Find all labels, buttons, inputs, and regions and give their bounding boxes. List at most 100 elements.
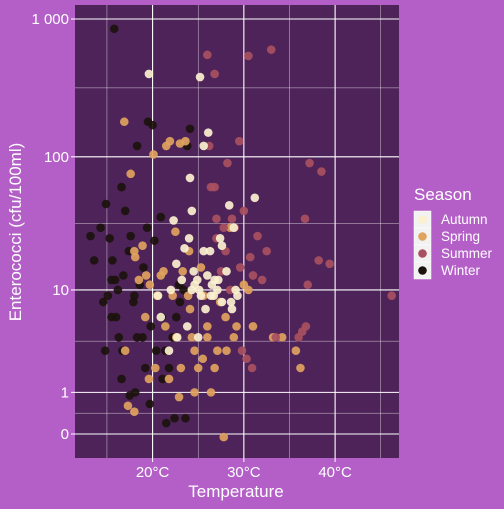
data-point xyxy=(123,401,133,411)
data-point xyxy=(227,304,237,314)
data-point xyxy=(144,69,154,79)
data-point xyxy=(181,136,190,146)
data-point xyxy=(109,24,119,34)
data-point xyxy=(180,244,189,253)
data-point xyxy=(296,363,305,373)
data-point xyxy=(175,297,185,307)
data-point xyxy=(193,333,203,342)
data-point xyxy=(223,158,232,168)
data-point xyxy=(184,233,194,243)
axes: 20°C 30°C 40°C 0 1 10 100 1 000 xyxy=(31,11,352,481)
data-point xyxy=(158,374,167,384)
y-axis-title: Enterococci (cfu/100ml) xyxy=(6,143,25,322)
series-winter xyxy=(86,24,195,428)
data-point xyxy=(107,312,116,322)
data-point xyxy=(181,413,190,423)
data-point xyxy=(215,233,225,243)
data-point xyxy=(210,363,219,373)
data-point xyxy=(217,297,227,307)
data-point xyxy=(195,72,205,82)
data-point xyxy=(143,117,153,127)
data-point xyxy=(303,280,313,290)
legend-label: Spring xyxy=(441,229,480,244)
data-point xyxy=(190,388,199,397)
data-point xyxy=(161,418,171,428)
data-point xyxy=(248,322,258,331)
data-point xyxy=(153,291,163,300)
plot-panel xyxy=(75,5,399,458)
data-point xyxy=(165,136,175,146)
data-point xyxy=(190,280,199,290)
data-point xyxy=(174,392,184,402)
data-point xyxy=(300,214,310,224)
data-point xyxy=(151,346,161,356)
y-tick-label: 1 xyxy=(61,384,69,401)
data-point xyxy=(226,297,236,307)
data-point xyxy=(161,322,170,331)
data-point xyxy=(205,246,215,256)
data-point xyxy=(108,256,117,265)
data-point xyxy=(166,285,176,295)
data-point xyxy=(219,223,229,233)
data-point xyxy=(232,322,241,331)
data-point xyxy=(229,223,239,233)
data-point xyxy=(149,150,158,159)
data-point xyxy=(189,267,198,276)
data-point xyxy=(277,333,287,342)
data-point xyxy=(130,407,139,416)
data-point xyxy=(146,322,156,331)
data-point xyxy=(242,354,251,364)
data-point xyxy=(317,167,326,176)
data-point xyxy=(245,252,255,262)
legend-key-point xyxy=(418,249,427,258)
data-point xyxy=(129,297,138,307)
data-point xyxy=(203,333,212,342)
x-tick-label: 40°C xyxy=(318,464,352,481)
data-point xyxy=(291,346,301,356)
data-point xyxy=(233,291,242,300)
data-point xyxy=(172,259,181,269)
data-point xyxy=(130,291,139,300)
data-point xyxy=(190,346,199,356)
data-point xyxy=(248,271,258,280)
data-point xyxy=(101,199,111,209)
data-point xyxy=(244,285,253,295)
data-point xyxy=(126,231,135,241)
data-point xyxy=(182,322,192,331)
x-axis-title: Temperature xyxy=(188,482,283,501)
data-point xyxy=(119,271,128,280)
data-point xyxy=(305,158,314,168)
legend-entries: Autumn Spring Summer Winter xyxy=(413,210,493,280)
data-points xyxy=(86,24,396,442)
data-point xyxy=(314,256,323,265)
data-point xyxy=(210,69,219,79)
legend-key-point xyxy=(418,232,427,241)
data-point xyxy=(196,263,206,272)
data-point xyxy=(117,182,126,192)
data-point xyxy=(239,206,249,216)
data-point xyxy=(141,271,151,280)
data-point xyxy=(199,246,208,256)
legend-title: Season xyxy=(414,185,472,204)
data-point xyxy=(178,267,187,276)
data-point xyxy=(187,206,197,216)
x-tick-label: 20°C xyxy=(136,464,170,481)
data-point xyxy=(103,291,113,300)
data-point xyxy=(156,312,166,322)
data-point xyxy=(185,304,195,314)
data-point xyxy=(145,280,155,290)
data-point xyxy=(199,141,208,151)
legend-key-point xyxy=(418,266,427,275)
data-point xyxy=(151,363,160,373)
data-point xyxy=(193,363,203,373)
data-point xyxy=(234,136,244,146)
data-point xyxy=(203,50,212,60)
data-point xyxy=(219,432,229,442)
data-point xyxy=(206,291,216,300)
data-point xyxy=(142,223,152,233)
data-point xyxy=(126,169,135,179)
data-point xyxy=(134,275,144,285)
data-point xyxy=(266,45,276,54)
